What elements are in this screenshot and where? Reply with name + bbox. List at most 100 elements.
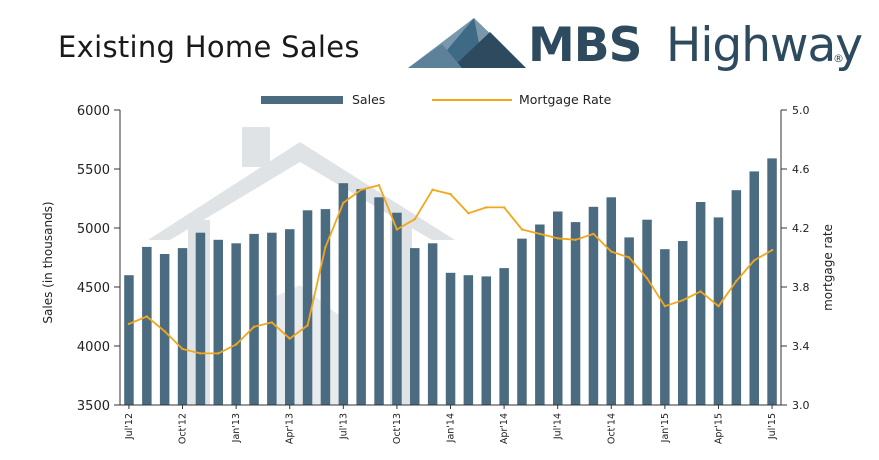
legend-label-sales: Sales	[352, 92, 385, 107]
sales-bar	[570, 222, 581, 405]
left-y-tick-label: 5500	[77, 163, 110, 178]
x-tick-label: Apr'13	[285, 413, 296, 444]
right-y-tick-label: 4.2	[792, 222, 810, 235]
right-y-tick-label: 3.0	[792, 399, 810, 412]
mortgage-rate-point	[467, 212, 470, 215]
sales-bar	[410, 248, 420, 405]
mortgage-rate-point	[413, 218, 416, 221]
sales-bar	[642, 219, 652, 405]
sales-bar	[713, 217, 724, 405]
sales-bar	[767, 158, 777, 405]
mortgage-rate-point	[485, 206, 488, 209]
mortgage-rate-point	[270, 321, 274, 324]
mortgage-rate-point	[574, 238, 577, 241]
sales-bar	[249, 233, 259, 405]
registered-mark: ®	[833, 52, 844, 65]
page-title: Existing Home Sales	[58, 30, 360, 64]
x-tick-label: Oct'12	[178, 413, 189, 444]
sales-bar	[606, 197, 616, 405]
mortgage-rate-point	[592, 232, 595, 236]
sales-bar	[195, 232, 206, 405]
sales-bar	[177, 248, 188, 405]
mortgage-rate-point	[431, 188, 434, 191]
x-tick-label: Oct'14	[606, 413, 617, 444]
logo-text-mbs: MBS	[528, 18, 642, 73]
sales-bar	[624, 237, 634, 405]
house-watermark-icon	[148, 127, 455, 405]
logo-mountain-icon	[408, 18, 526, 68]
left-y-tick-label: 3500	[77, 399, 110, 414]
legend-label-mortgage-rate: Mortgage Rate	[519, 92, 612, 107]
mortgage-rate-point	[217, 352, 220, 355]
mortgage-rate-point	[377, 184, 381, 187]
mortgage-rate-point	[181, 347, 184, 351]
sales-bar	[356, 189, 366, 405]
mortgage-rate-point	[520, 228, 524, 231]
mortgage-rate-point	[681, 299, 684, 302]
sales-bar	[445, 272, 456, 405]
mortgage-rate-point	[502, 206, 506, 209]
right-y-tick-label: 5.0	[792, 104, 810, 117]
sales-bar	[267, 232, 277, 405]
chart-legend: Sales Mortgage Rate	[261, 92, 612, 107]
x-tick-label: Jan'15	[660, 413, 671, 443]
sales-bar	[124, 275, 134, 405]
logo-text-highway: Highway	[666, 18, 863, 73]
sales-bar	[588, 206, 599, 405]
mortgage-rate-point	[324, 246, 327, 249]
mortgage-rate-series	[127, 184, 774, 355]
x-tick-label: Apr'15	[714, 413, 725, 444]
sales-bar	[213, 239, 223, 405]
sales-bar	[231, 243, 241, 405]
right-y-tick-label: 3.4	[792, 340, 810, 353]
sales-bar	[463, 275, 474, 405]
sales-bar	[678, 241, 688, 405]
x-tick-label: Apr'14	[499, 413, 510, 444]
mortgage-rate-point	[145, 315, 148, 318]
mortgage-rate-point	[127, 322, 131, 326]
left-y-tick-label: 5000	[77, 222, 110, 237]
mortgage-rate-point	[753, 259, 756, 262]
sales-bar	[392, 212, 402, 405]
sales-bar	[320, 209, 331, 405]
left-y-tick-label: 4500	[77, 281, 110, 296]
mortgage-rate-point	[735, 279, 738, 283]
chart-axes: 3500 4000 4500 5000 5500 6000 3.0 3.4 3.8 4.2 4.6 5…	[41, 104, 835, 444]
left-y-axis-title: Sales (in thousands)	[41, 201, 55, 323]
x-tick-label: Jan'13	[231, 413, 242, 443]
x-tick-label: Jan'14	[446, 413, 457, 443]
x-tick-label: Jul'15	[767, 413, 778, 440]
sales-bar	[695, 202, 706, 405]
sales-bar	[660, 249, 670, 405]
sales-bar	[749, 171, 759, 405]
sales-bar	[427, 243, 438, 405]
mortgage-rate-point	[252, 325, 256, 328]
mortgage-rate-point	[449, 192, 452, 196]
mortgage-rate-point	[770, 248, 774, 252]
mortgage-rate-point	[717, 305, 720, 308]
mortgage-rate-point	[342, 201, 345, 205]
mortgage-rate-point	[645, 277, 649, 280]
x-tick-label: Oct'13	[392, 413, 403, 444]
mortgage-rate-point	[538, 232, 541, 236]
right-y-tick-label: 4.6	[792, 163, 810, 176]
sales-bar	[535, 224, 545, 405]
sales-bar	[338, 183, 349, 405]
mortgage-rate-point	[199, 352, 202, 355]
x-tick-label: Jul'13	[338, 413, 349, 440]
x-tick-label: Jul'14	[553, 413, 564, 440]
mortgage-rate-point	[699, 290, 702, 293]
mortgage-rate-point	[163, 330, 166, 333]
sales-bar	[159, 254, 170, 405]
mortgage-rate-point	[610, 250, 613, 253]
sales-bar	[481, 276, 491, 405]
mortgage-rate-point	[234, 343, 238, 346]
sales-bar	[499, 268, 509, 405]
sales-bars	[124, 158, 777, 405]
mortgage-rate-point	[627, 256, 631, 259]
sales-bar	[142, 246, 152, 405]
mortgage-rate-point	[556, 237, 559, 240]
left-y-tick-label: 6000	[77, 104, 110, 119]
mortgage-rate-point	[395, 228, 399, 231]
